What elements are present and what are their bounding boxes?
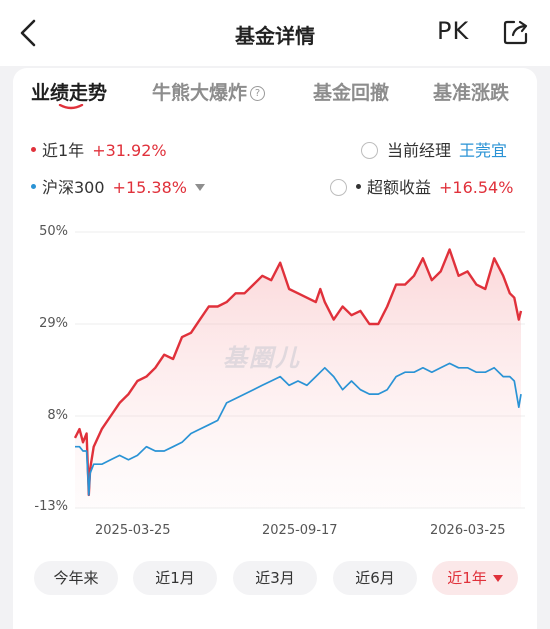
fund-area-fill [75, 249, 521, 508]
watermark-logo: 基圈儿 [223, 344, 301, 372]
range-1m-button[interactable]: 近1月 [133, 561, 217, 595]
legend-benchmark-value: +15.38% [112, 178, 187, 197]
fund-series-dot [31, 147, 36, 152]
excess-series-dot [356, 184, 361, 189]
range-1y-button[interactable]: 近1年 [432, 561, 518, 595]
y-tick-label: 8% [47, 408, 68, 423]
range-ytd-button[interactable]: 今年来 [34, 561, 118, 595]
legend-benchmark[interactable]: 沪深300 +15.38% [31, 174, 205, 198]
manager-toggle-radio[interactable] [361, 142, 378, 159]
legend-fund: 近1年 +31.92% [31, 137, 167, 161]
legend-benchmark-label: 沪深300 [42, 178, 105, 197]
range-1y-label: 近1年 [447, 569, 487, 587]
help-icon[interactable]: ? [250, 86, 266, 101]
legend-excess-value: +16.54% [439, 178, 514, 197]
share-icon[interactable] [502, 18, 530, 46]
x-tick-label: 2025-03-25 [95, 523, 171, 538]
legend-excess[interactable]: 超额收益 +16.54% [330, 174, 513, 198]
y-tick-label: 50% [39, 224, 68, 239]
page-title: 基金详情 [235, 24, 315, 48]
range-6m-button[interactable]: 近6月 [333, 561, 417, 595]
legend-fund-value: +31.92% [92, 141, 167, 160]
legend-manager[interactable]: 当前经理 王莞宜 [361, 137, 507, 161]
pk-button[interactable]: PK [437, 17, 470, 45]
x-tick-label: 2025-09-17 [262, 523, 338, 538]
tab-drawdown[interactable]: 基金回撤 [313, 82, 390, 104]
legend-manager-label: 当前经理 [387, 141, 452, 160]
x-tick-label: 2026-03-25 [430, 523, 506, 538]
benchmark-series-line [75, 362, 522, 496]
benchmark-series-dot [31, 184, 36, 189]
back-arrow-icon[interactable] [14, 16, 44, 50]
benchmark-dropdown-icon[interactable] [194, 184, 205, 191]
range-3m-button[interactable]: 近3月 [233, 561, 317, 595]
legend-excess-label: 超额收益 [367, 178, 432, 197]
fund-series-line [73, 248, 523, 497]
excess-toggle-radio[interactable] [330, 179, 347, 196]
y-tick-label: -13% [34, 499, 68, 514]
legend-manager-name[interactable]: 王莞宜 [459, 141, 508, 160]
range-dropdown-icon[interactable] [492, 575, 503, 582]
tab-active-indicator [58, 104, 84, 110]
y-tick-label: 29% [39, 316, 68, 331]
tab-bull-bear-label: 牛熊大爆炸 [152, 82, 248, 104]
top-bar: 基金详情 PK [0, 0, 550, 66]
tab-benchmark[interactable]: 基准涨跌 [433, 82, 510, 104]
tab-bull-bear[interactable]: 牛熊大爆炸? [152, 78, 266, 105]
tab-performance[interactable]: 业绩走势 [31, 82, 108, 104]
legend-fund-label: 近1年 [42, 141, 85, 160]
